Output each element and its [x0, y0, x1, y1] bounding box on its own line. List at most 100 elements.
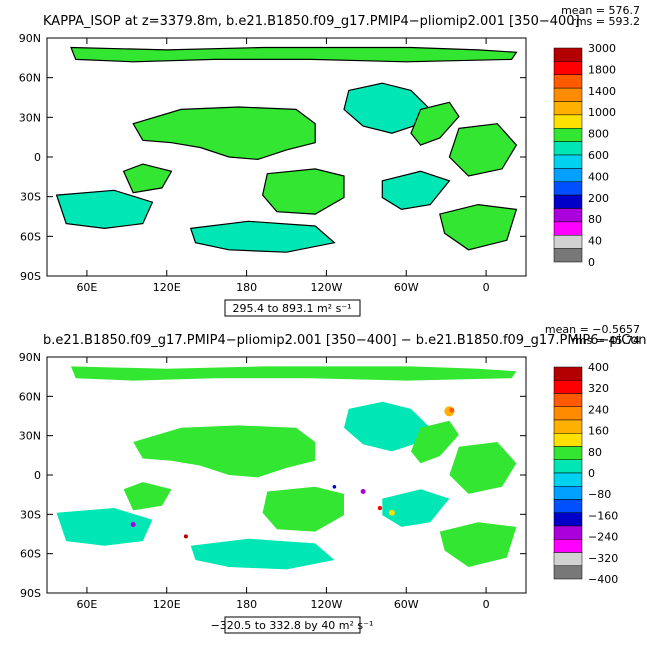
land-region — [71, 366, 517, 381]
x-tick-label: 120W — [310, 281, 342, 294]
colorbar-swatch — [553, 208, 583, 223]
colorbar-swatch — [553, 419, 583, 434]
y-tick-label: 60S — [20, 548, 41, 561]
colorbar-label: 320 — [588, 382, 609, 395]
land-fill — [55, 46, 518, 253]
colorbar-swatch — [553, 101, 583, 116]
range-box — [224, 299, 361, 317]
land-region — [439, 203, 518, 251]
colorbar-swatch — [553, 539, 583, 553]
x-tick-label: 60E — [76, 281, 97, 294]
land-region — [381, 170, 451, 211]
panel-2: b.e21.B1850.f09_g17.PMIP4−pliomip2.001 [… — [19, 323, 647, 634]
colorbar-swatch — [553, 74, 583, 89]
colorbar-label: −400 — [588, 573, 618, 586]
stat-mean: mean = −0.5657 — [545, 323, 640, 336]
land-region — [382, 489, 450, 527]
colorbar-swatch — [553, 512, 583, 527]
colorbar-label: 200 — [588, 192, 609, 205]
colorbar-swatch — [553, 87, 583, 102]
range-box — [224, 616, 361, 634]
y-tick-label: 30N — [19, 430, 41, 443]
x-tick-label: 180 — [236, 598, 257, 611]
colorbar-label: 600 — [588, 149, 609, 162]
land-region — [132, 106, 316, 161]
colorbar-label: 1800 — [588, 63, 616, 76]
colorbar-swatch — [553, 565, 583, 580]
panel-1: KAPPA_ISOP at z=3379.8m, b.e21.B1850.f09… — [19, 4, 640, 317]
anomaly-spot — [332, 485, 337, 489]
colorbar-swatch — [553, 459, 583, 474]
y-tick-label: 0 — [34, 151, 41, 164]
colorbar-swatch — [553, 433, 583, 447]
x-tick-label: 180 — [236, 281, 257, 294]
colorbar-swatch — [553, 141, 583, 156]
colorbar-swatch — [553, 472, 583, 487]
x-tick-label: 0 — [483, 598, 490, 611]
colorbar-swatch — [553, 128, 583, 142]
colorbar-swatch — [553, 486, 583, 500]
x-tick-label: 60W — [394, 281, 419, 294]
land-fill — [56, 366, 517, 570]
range-label: −320.5 to 332.8 by 40 m² s⁻¹ — [211, 619, 374, 632]
plot-title: b.e21.B1850.f09_g17.PMIP4−pliomip2.001 [… — [43, 333, 647, 348]
stat-mean: mean = 576.7 — [561, 4, 640, 17]
anomaly-spot — [449, 407, 455, 413]
colorbar-swatch — [553, 194, 583, 209]
land-region — [189, 220, 336, 253]
anomaly-spot — [388, 509, 395, 516]
colorbar-label: 0 — [588, 467, 595, 480]
y-tick-label: 90N — [19, 351, 41, 364]
anomaly-spot — [377, 505, 383, 511]
x-tick-label: 0 — [483, 281, 490, 294]
x-tick-label: 120W — [310, 598, 342, 611]
anomaly-spot — [183, 534, 188, 539]
colorbar-label: 0 — [588, 256, 595, 269]
x-tick-label: 60E — [76, 598, 97, 611]
colorbar-swatch — [553, 525, 583, 540]
y-tick-label: 90S — [20, 587, 41, 600]
colorbar-swatch — [553, 248, 583, 263]
stat-rms: rms = 45.74 — [572, 334, 640, 347]
anomaly-spot — [130, 522, 136, 528]
colorbar-swatch — [553, 366, 583, 381]
colorbar-swatch — [553, 221, 583, 236]
y-tick-label: 60N — [19, 390, 41, 403]
colorbar-swatch — [553, 552, 583, 566]
land-region — [344, 401, 431, 452]
stat-rms: rms = 593.2 — [572, 15, 640, 28]
colorbar-swatch — [553, 61, 583, 75]
colorbar-label: 3000 — [588, 42, 616, 55]
colorbar-swatch — [553, 154, 583, 169]
land-region — [70, 46, 518, 63]
y-tick-label: 30S — [20, 191, 41, 204]
anomaly-spot — [360, 489, 366, 495]
colorbar-label: 80 — [588, 213, 602, 226]
land-region — [133, 425, 316, 478]
land-region — [410, 101, 460, 146]
colorbar-label: −160 — [588, 509, 618, 522]
colorbar-label: 1400 — [588, 85, 616, 98]
colorbar-swatch — [553, 168, 583, 182]
colorbar-label: 160 — [588, 425, 609, 438]
x-tick-label: 120E — [153, 281, 181, 294]
land-region — [448, 123, 518, 177]
y-tick-label: 60N — [19, 72, 41, 85]
land-region — [122, 163, 173, 194]
colorbar-swatch — [553, 380, 583, 394]
colorbar-swatch — [553, 406, 583, 421]
colorbar: 400 320 240 160 80 0 −80 −160 −240 −320 −400 — [553, 361, 618, 586]
colorbar-label: 1000 — [588, 106, 616, 119]
range-label-box: 295.4 to 893.1 m² s⁻¹ — [224, 299, 361, 317]
y-tick-label: 30S — [20, 508, 41, 521]
y-tick-label: 90S — [20, 270, 41, 283]
land-region — [123, 482, 172, 511]
colorbar-label: 80 — [588, 446, 602, 459]
colorbar-label: 240 — [588, 403, 609, 416]
colorbar-swatch — [553, 181, 583, 196]
y-tick-label: 90N — [19, 32, 41, 45]
range-label-box: −320.5 to 332.8 by 40 m² s⁻¹ — [211, 616, 374, 634]
y-tick-label: 60S — [20, 230, 41, 243]
